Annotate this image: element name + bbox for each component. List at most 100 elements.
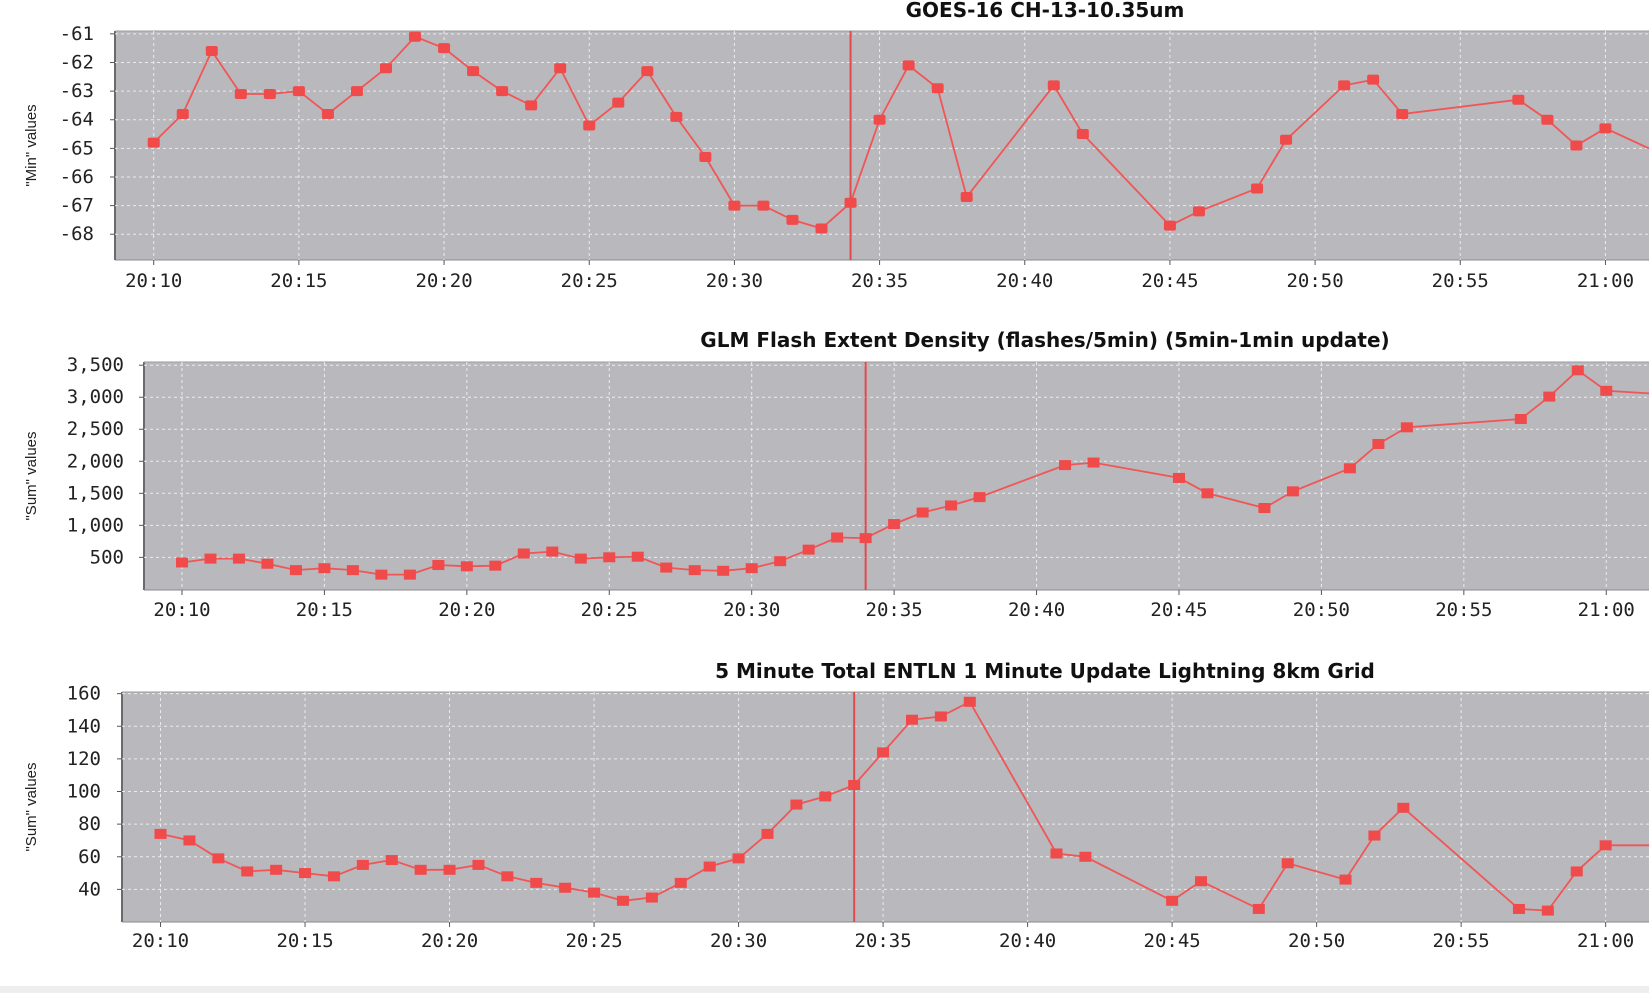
data-point[interactable] xyxy=(1599,123,1612,134)
data-point[interactable] xyxy=(443,864,456,875)
data-point[interactable] xyxy=(1367,74,1380,85)
data-point[interactable] xyxy=(1047,80,1060,91)
data-point[interactable] xyxy=(790,799,803,810)
data-point[interactable] xyxy=(460,561,473,572)
data-point[interactable] xyxy=(1192,206,1205,217)
data-point[interactable] xyxy=(728,200,741,211)
data-point[interactable] xyxy=(877,747,890,758)
data-point[interactable] xyxy=(732,853,745,864)
data-point[interactable] xyxy=(888,519,901,530)
data-point[interactable] xyxy=(183,835,196,846)
data-point[interactable] xyxy=(299,868,312,879)
data-point[interactable] xyxy=(292,86,305,97)
data-point[interactable] xyxy=(1368,830,1381,841)
data-point[interactable] xyxy=(1600,385,1613,396)
data-point[interactable] xyxy=(176,109,189,120)
data-point[interactable] xyxy=(1599,840,1612,851)
data-point[interactable] xyxy=(1397,802,1410,813)
data-point[interactable] xyxy=(403,569,416,580)
data-point[interactable] xyxy=(631,551,644,562)
data-point[interactable] xyxy=(1252,903,1265,914)
data-point[interactable] xyxy=(1400,422,1413,433)
data-point[interactable] xyxy=(175,557,188,568)
data-point[interactable] xyxy=(1286,486,1299,497)
data-point[interactable] xyxy=(1541,114,1554,125)
data-point[interactable] xyxy=(204,553,217,564)
data-point[interactable] xyxy=(530,877,543,888)
data-point[interactable] xyxy=(1172,472,1185,483)
data-point[interactable] xyxy=(699,151,712,162)
data-point[interactable] xyxy=(263,88,276,99)
data-point[interactable] xyxy=(232,553,245,564)
data-point[interactable] xyxy=(688,565,701,576)
data-point[interactable] xyxy=(973,492,986,503)
data-point[interactable] xyxy=(616,895,629,906)
data-point[interactable] xyxy=(1512,94,1525,105)
data-point[interactable] xyxy=(1258,503,1271,514)
data-point[interactable] xyxy=(674,877,687,888)
data-point[interactable] xyxy=(1195,876,1208,887)
data-point[interactable] xyxy=(554,63,567,74)
data-point[interactable] xyxy=(212,853,225,864)
data-point[interactable] xyxy=(1338,80,1351,91)
data-point[interactable] xyxy=(261,558,274,569)
data-point[interactable] xyxy=(931,83,944,94)
data-point[interactable] xyxy=(241,866,254,877)
data-point[interactable] xyxy=(385,855,398,866)
data-point[interactable] xyxy=(379,63,392,74)
data-point[interactable] xyxy=(670,111,683,122)
data-point[interactable] xyxy=(289,565,302,576)
data-point[interactable] xyxy=(902,60,915,71)
data-point[interactable] xyxy=(496,86,509,97)
data-point[interactable] xyxy=(873,114,886,125)
data-point[interactable] xyxy=(1059,460,1072,471)
data-point[interactable] xyxy=(1570,140,1583,151)
data-point[interactable] xyxy=(438,43,451,54)
data-point[interactable] xyxy=(819,791,832,802)
data-point[interactable] xyxy=(559,882,572,893)
data-point[interactable] xyxy=(472,859,485,870)
data-point[interactable] xyxy=(802,544,815,555)
data-point[interactable] xyxy=(1541,905,1554,916)
data-point[interactable] xyxy=(1280,134,1293,145)
data-point[interactable] xyxy=(375,569,388,580)
data-point[interactable] xyxy=(356,859,369,870)
data-point[interactable] xyxy=(934,711,947,722)
data-point[interactable] xyxy=(831,532,844,543)
data-point[interactable] xyxy=(786,214,799,225)
data-point[interactable] xyxy=(489,560,502,571)
data-point[interactable] xyxy=(641,66,654,77)
data-point[interactable] xyxy=(205,46,218,57)
data-point[interactable] xyxy=(703,861,716,872)
data-point[interactable] xyxy=(757,200,770,211)
data-point[interactable] xyxy=(1201,488,1214,499)
data-point[interactable] xyxy=(960,192,973,203)
data-point[interactable] xyxy=(583,120,596,131)
data-point[interactable] xyxy=(1166,895,1179,906)
data-point[interactable] xyxy=(147,137,160,148)
data-point[interactable] xyxy=(154,828,167,839)
data-point[interactable] xyxy=(1514,414,1527,424)
data-point[interactable] xyxy=(409,31,422,42)
data-point[interactable] xyxy=(717,565,730,576)
data-point[interactable] xyxy=(1076,129,1089,140)
data-point[interactable] xyxy=(603,552,616,563)
data-point[interactable] xyxy=(905,714,918,725)
data-point[interactable] xyxy=(517,548,530,559)
data-point[interactable] xyxy=(1087,457,1100,468)
data-point[interactable] xyxy=(1251,183,1264,194)
data-point[interactable] xyxy=(1343,463,1356,474)
data-point[interactable] xyxy=(1543,391,1556,402)
data-point[interactable] xyxy=(1570,866,1583,877)
data-point[interactable] xyxy=(546,546,559,557)
data-point[interactable] xyxy=(350,86,363,97)
data-point[interactable] xyxy=(963,696,976,707)
data-point[interactable] xyxy=(1339,874,1352,885)
data-point[interactable] xyxy=(916,507,929,518)
data-point[interactable] xyxy=(660,562,673,573)
data-point[interactable] xyxy=(1396,109,1409,120)
data-point[interactable] xyxy=(1372,438,1385,449)
data-point[interactable] xyxy=(432,560,445,571)
data-point[interactable] xyxy=(321,109,334,120)
data-point[interactable] xyxy=(844,197,857,208)
